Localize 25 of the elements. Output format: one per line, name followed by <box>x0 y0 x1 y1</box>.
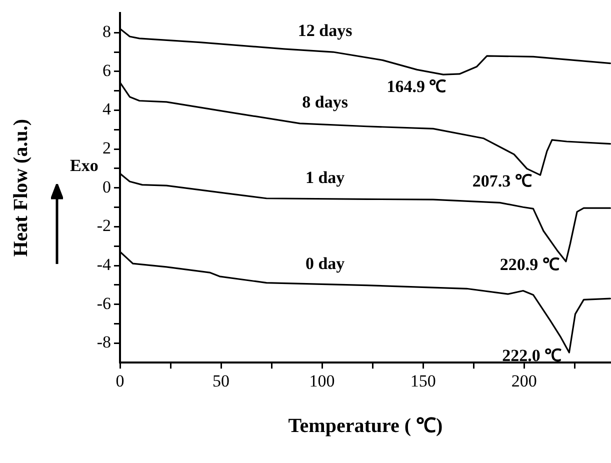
annotation: 222.0 ℃ <box>502 346 562 365</box>
y-tick-label: 8 <box>102 22 111 42</box>
y-tick-label: -8 <box>96 332 111 352</box>
series-label: 12 days <box>298 20 353 40</box>
text: Exo <box>70 156 98 176</box>
y-tick-label: 6 <box>102 60 111 80</box>
x-axis-title: Temperature ( ℃) <box>288 415 443 438</box>
y-axis-title: Heat Flow (a.u.) <box>10 119 32 257</box>
x-tick-label: 0 <box>116 371 124 390</box>
x-tick-label: 50 <box>212 371 230 390</box>
y-tick-label: -6 <box>96 294 111 313</box>
series-label: 8 days <box>302 92 348 112</box>
series-label: 1 day <box>305 168 346 188</box>
y-tick-label: -4 <box>96 255 112 274</box>
y-tick-label: 2 <box>102 138 111 158</box>
series-label: 0 day <box>305 254 346 274</box>
y-tick-label: -2 <box>96 216 111 236</box>
x-tick-label: 100 <box>309 371 335 390</box>
y-tick-label: 4 <box>102 100 112 119</box>
y-tick-label: 0 <box>102 177 111 196</box>
x-tick-label: 150 <box>410 371 436 390</box>
annotation: 220.9 ℃ <box>500 254 560 274</box>
annotation: 164.9 ℃ <box>386 76 446 96</box>
annotation: 207.3 ℃ <box>472 171 532 190</box>
x-tick-label: 200 <box>511 371 537 390</box>
